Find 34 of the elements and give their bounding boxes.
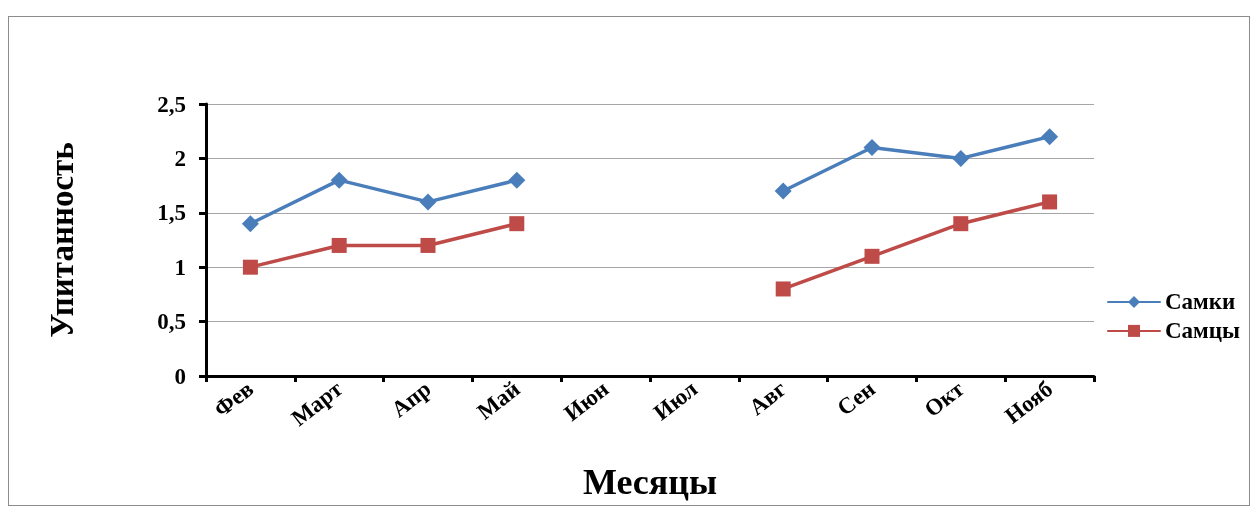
point <box>774 182 792 200</box>
legend-label: Самки <box>1165 289 1236 315</box>
point <box>242 259 258 275</box>
point <box>953 216 969 232</box>
point <box>330 171 348 189</box>
point <box>508 171 526 189</box>
point <box>419 193 437 211</box>
point <box>1042 194 1058 210</box>
x-tick-label: Окт <box>919 375 970 422</box>
point <box>864 248 880 264</box>
x-tick-label: Авг <box>744 376 791 421</box>
point <box>1041 128 1059 146</box>
x-tick-label: Июл <box>649 376 703 426</box>
y-axis-title: Упитанность <box>43 142 80 338</box>
legend-label: Самцы <box>1165 318 1241 344</box>
point <box>509 216 525 232</box>
x-axis-title: Месяцы <box>582 462 718 502</box>
y-tick-label: 1,5 <box>157 200 186 226</box>
point <box>420 237 436 253</box>
y-tick-label: 2 <box>174 145 186 171</box>
x-tick-label: Май <box>472 376 525 425</box>
y-tick-label: 0 <box>174 363 186 389</box>
point <box>863 139 881 157</box>
x-tick-label: Сен <box>832 376 880 421</box>
x-tick-label: Апр <box>386 376 436 423</box>
point <box>241 215 259 233</box>
point <box>775 281 791 297</box>
point <box>331 237 347 253</box>
y-tick-label: 1 <box>174 254 186 280</box>
y-tick-label: 0,5 <box>157 309 186 335</box>
point <box>952 149 970 167</box>
x-tick-label: Июн <box>559 376 614 426</box>
y-tick-label: 2,5 <box>157 91 186 117</box>
x-tick-label: Фев <box>209 376 259 422</box>
